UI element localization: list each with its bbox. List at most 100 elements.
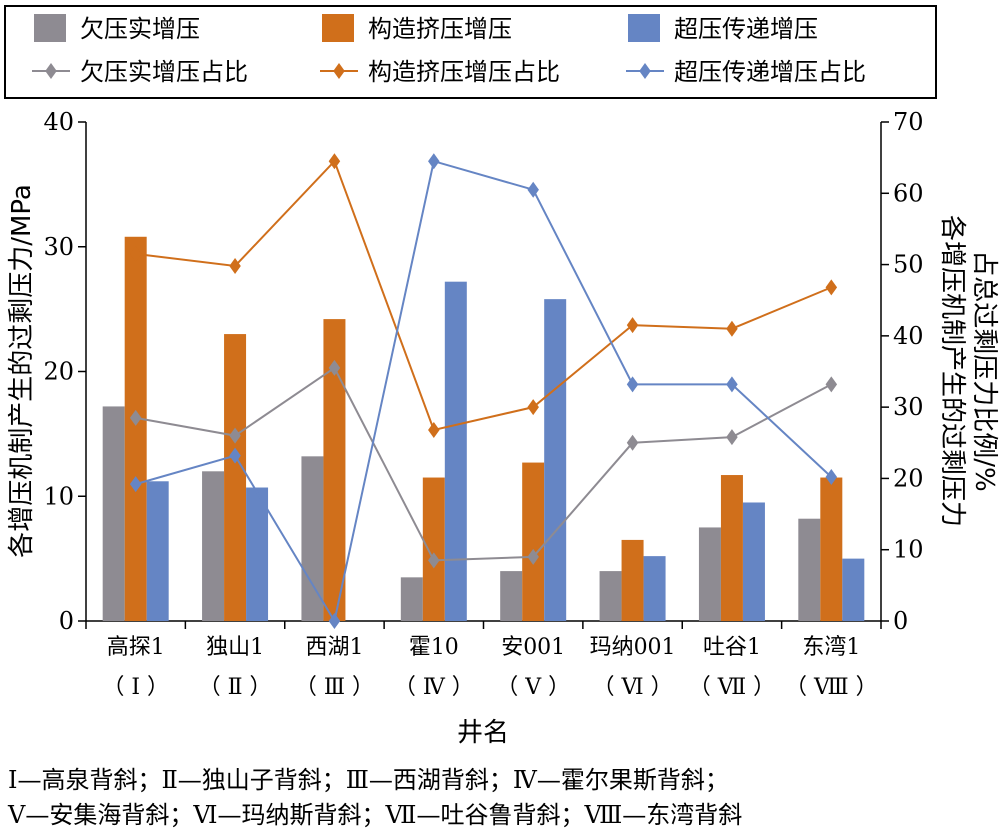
category-label: 高探1 [107, 635, 165, 660]
data-point [726, 376, 738, 393]
right-tick-label: 50 [893, 251, 924, 279]
legend-swatch [322, 14, 354, 42]
legend-label: 欠压实增压 [80, 15, 200, 43]
bars [102, 236, 865, 621]
bar [522, 462, 545, 621]
category-code: （ Ⅱ ） [199, 675, 272, 700]
legend-swatch [34, 14, 66, 42]
data-point [229, 257, 241, 274]
data-point [527, 548, 539, 565]
legend-label: 超压传递增压 [674, 15, 818, 43]
bar [500, 571, 523, 621]
lines [129, 153, 838, 629]
right-tick-label: 60 [893, 179, 924, 207]
data-point [626, 317, 639, 334]
legend-label: 构造挤压增压 [368, 15, 512, 43]
bar [643, 556, 666, 621]
legend-label: 超压传递增压占比 [674, 58, 866, 86]
right-tick-label: 10 [893, 536, 924, 564]
data-point [328, 153, 341, 170]
bar [422, 477, 445, 621]
data-point [129, 409, 142, 426]
category-code: （ Ⅶ ） [689, 675, 775, 700]
legend-marker [639, 63, 651, 79]
bar [224, 334, 247, 621]
bar [798, 518, 821, 621]
data-point [726, 320, 738, 337]
data-point [825, 279, 838, 296]
right-axis-title-line1: 各增压机制产生的过剩压力 [937, 215, 967, 527]
category-code: （ Ⅴ ） [496, 675, 570, 700]
data-point [626, 376, 639, 393]
category-code: （ Ⅲ ） [295, 675, 374, 700]
legend-label: 构造挤压增压占比 [368, 58, 560, 86]
footnote-line-1: Ⅰ—高泉背斜；Ⅱ—独山子背斜；Ⅲ—西湖背斜；Ⅳ—霍尔果斯背斜； [8, 766, 729, 794]
left-tick-label: 40 [43, 108, 74, 136]
category-code: （ Ⅰ ） [102, 675, 169, 700]
data-point [428, 421, 440, 438]
category-label: 独山1 [206, 635, 264, 660]
legend-label: 欠压实增压占比 [80, 58, 248, 86]
bar [444, 281, 467, 621]
footnote-line-2: Ⅴ—安集海背斜；Ⅵ—玛纳斯背斜；Ⅶ—吐谷鲁背斜；Ⅷ—东湾背斜 [8, 801, 743, 829]
left-tick-label: 30 [43, 233, 74, 261]
bar [621, 539, 644, 621]
category-label: 西湖1 [305, 635, 363, 660]
data-point [428, 153, 440, 170]
right-tick-label: 40 [893, 322, 924, 350]
bar [400, 577, 423, 621]
bar [544, 299, 567, 621]
bar [698, 527, 721, 621]
data-point [527, 399, 539, 416]
data-point [626, 434, 639, 451]
bar [202, 471, 225, 621]
legend-marker [333, 63, 345, 79]
bar [246, 487, 269, 621]
data-point [129, 245, 142, 262]
bar [124, 236, 147, 621]
data-point [726, 429, 738, 446]
data-point [825, 469, 838, 486]
bar [720, 475, 743, 621]
legend-box [4, 5, 937, 99]
bar [102, 406, 125, 621]
category-label: 霍10 [409, 635, 459, 660]
legend-swatch [628, 14, 660, 42]
bar [323, 319, 346, 621]
series-line [135, 159, 832, 624]
right-tick-label: 20 [893, 464, 924, 492]
category-label: 安001 [501, 635, 565, 660]
series-line [135, 366, 832, 562]
bar [146, 481, 169, 621]
data-point [328, 359, 341, 376]
left-axis-title: 各增压机制产生的过剩压力/MPa [7, 184, 37, 558]
labels: 0 10 20 30 40 0 10 20 30 40 50 60 70 高探1 （ Ⅰ ） 独山1 （ Ⅱ ）… [7, 108, 999, 748]
series-line [135, 159, 832, 432]
category-code: （ Ⅵ ） [593, 675, 673, 700]
bar [742, 502, 765, 621]
category-label: 东湾1 [802, 635, 860, 660]
bar [599, 571, 622, 621]
bar [842, 558, 865, 621]
category-code: （ Ⅷ ） [785, 675, 878, 700]
data-point [328, 613, 341, 629]
left-tick-label: 10 [43, 482, 74, 510]
data-point [229, 427, 241, 444]
axes [78, 121, 889, 629]
data-point [129, 476, 142, 493]
left-tick-label: 0 [59, 607, 74, 635]
category-label: 玛纳001 [590, 635, 676, 660]
data-point [229, 447, 241, 464]
data-point [527, 181, 539, 198]
right-axis-title-line2: 占总过剩压力比例/% [969, 250, 999, 491]
legend-marker [45, 63, 57, 79]
right-tick-label: 70 [893, 108, 924, 136]
data-point [825, 376, 838, 393]
bar [820, 477, 843, 621]
data-point [428, 552, 440, 569]
category-label: 吐谷1 [703, 635, 761, 660]
right-tick-label: 0 [893, 607, 908, 635]
x-axis-title: 井名 [457, 718, 509, 748]
